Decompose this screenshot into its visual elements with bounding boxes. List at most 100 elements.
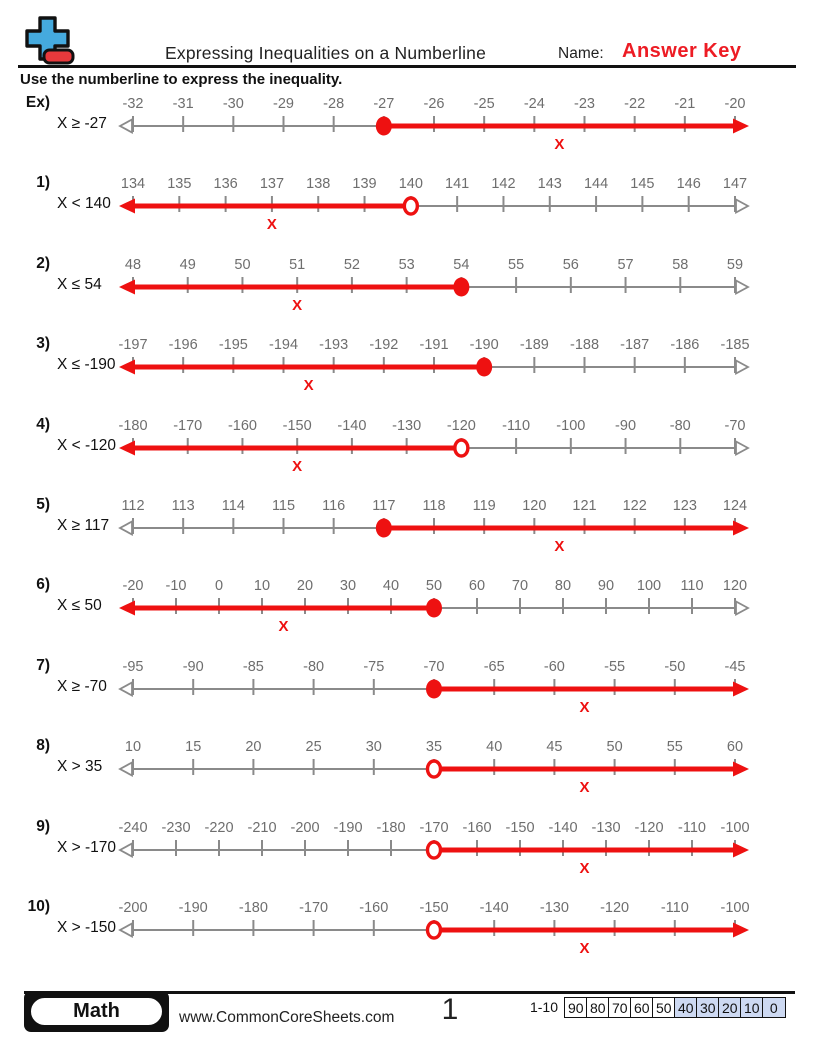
ray-arrow-icon — [733, 520, 749, 536]
tick-label: -200 — [118, 900, 147, 916]
tick-label: 50 — [426, 578, 442, 594]
ray-arrow-icon — [119, 279, 135, 295]
tick-label: -20 — [123, 578, 144, 594]
tick-label: 80 — [555, 578, 571, 594]
tick-label: 123 — [673, 498, 697, 514]
tick-label: -85 — [243, 659, 264, 675]
tick-label: -150 — [283, 418, 312, 434]
problem-left: 3) X ≤ -190 — [0, 333, 115, 413]
x-solution-mark: X — [554, 136, 564, 153]
score-table: 90 80 70 60 50 40 30 20 10 0 — [564, 997, 786, 1018]
tick-label: 122 — [623, 498, 647, 514]
tick-label: 49 — [180, 257, 196, 273]
tick-label: -160 — [228, 418, 257, 434]
boundary-point-closed — [426, 679, 442, 699]
inequality-answer: X ≥ 117 — [57, 516, 110, 534]
open-end-arrow-icon — [735, 198, 750, 215]
tick-label: 117 — [372, 498, 395, 514]
inequality-answer: X ≤ -190 — [57, 356, 116, 374]
ray-arrow-icon — [733, 761, 749, 777]
numberline: -95 -90 -85 -80 -75 -70 -65 -60 -55 -50 -45 X — [118, 659, 749, 716]
problem-row: 2) X ≤ 54 48 49 50 51 52 53 54 55 56 57 58 59 X — [0, 253, 816, 333]
x-solution-mark: X — [292, 458, 302, 475]
tick-label: -189 — [520, 337, 549, 353]
tick-label: -140 — [548, 820, 577, 836]
problem-row: 8) X > 35 10 15 20 25 30 35 40 45 50 55 60 X — [0, 735, 816, 815]
tick-label: 115 — [272, 498, 295, 514]
tick-label: 110 — [680, 578, 703, 594]
tick-label: -194 — [269, 337, 298, 353]
tick-label: 70 — [512, 578, 528, 594]
tick-label: -80 — [670, 418, 691, 434]
tick-label: -193 — [319, 337, 348, 353]
tick-label: -29 — [273, 96, 294, 112]
tick-label: -31 — [173, 96, 194, 112]
tick-label: -187 — [620, 337, 649, 353]
open-end-arrow-icon — [118, 519, 133, 536]
tick-label: 144 — [584, 176, 608, 192]
tick-label: -240 — [118, 820, 147, 836]
tick-label: 143 — [538, 176, 562, 192]
tick-label: -70 — [725, 418, 746, 434]
tick-label: 51 — [289, 257, 305, 273]
numberline: -180 -170 -160 -150 -140 -130 -120 -110 -100 -90 -… — [118, 418, 750, 475]
tick-label: 146 — [677, 176, 701, 192]
tick-label: 60 — [727, 739, 743, 755]
page-number: 1 — [441, 993, 459, 1026]
problem-row: 3) X ≤ -190 -197 -196 -195 -194 -193 -192 -191 -1… — [0, 333, 816, 413]
tick-label: -130 — [540, 900, 569, 916]
tick-label: -60 — [544, 659, 565, 675]
tick-label: -150 — [505, 820, 534, 836]
inequality-answer: X > -150 — [57, 918, 117, 936]
problem-left: 6) X ≤ 50 — [0, 574, 115, 654]
ray-arrow-icon — [733, 681, 749, 697]
tick-label: -65 — [484, 659, 505, 675]
website-text: www.CommonCoreSheets.com — [179, 1009, 395, 1026]
tick-label: -55 — [604, 659, 625, 675]
tick-label: -186 — [670, 337, 699, 353]
subject-label: Math — [29, 996, 164, 1027]
tick-label: -140 — [480, 900, 509, 916]
ticks: -197 -196 -195 -194 -193 -192 -191 -190 -189 -188… — [118, 337, 750, 374]
tick-label: -170 — [299, 900, 328, 916]
tick-label: 15 — [185, 739, 201, 755]
ray-arrow-icon — [733, 922, 749, 938]
x-solution-mark: X — [579, 860, 589, 877]
minus-icon — [42, 48, 75, 65]
ticks: -95 -90 -85 -80 -75 -70 -65 -60 -55 -50 -45 — [123, 659, 745, 695]
score-range-label: 1-10 — [529, 999, 558, 1015]
tick-label: 135 — [167, 176, 191, 192]
open-end-arrow-icon — [118, 841, 133, 858]
x-solution-mark: X — [267, 216, 277, 233]
tick-label: 145 — [630, 176, 654, 192]
open-end-arrow-icon — [735, 439, 750, 456]
tick-label: 90 — [598, 578, 614, 594]
boundary-point-open — [425, 759, 443, 779]
tick-label: -197 — [118, 337, 147, 353]
problem-number: 7) — [36, 656, 50, 674]
tick-label: -32 — [123, 96, 144, 112]
tick-label: 113 — [172, 498, 195, 514]
tick-label: 50 — [607, 739, 623, 755]
tick-label: 10 — [254, 578, 270, 594]
tick-label: 116 — [322, 498, 345, 514]
tick-label: 53 — [399, 257, 415, 273]
numberline: -200 -190 -180 -170 -160 -150 -140 -130 -120 -110… — [118, 900, 750, 957]
tick-label: 118 — [422, 498, 445, 514]
boundary-point-closed — [375, 518, 392, 538]
numberline: -197 -196 -195 -194 -193 -192 -191 -190 -189 -188… — [118, 337, 750, 394]
tick-label: 55 — [508, 257, 524, 273]
footer: Math www.CommonCoreSheets.com 1 1-10 90 8… — [0, 991, 816, 1053]
problem-number: 3) — [36, 335, 50, 353]
open-end-arrow-icon — [735, 359, 750, 376]
problem-left: 7) X ≥ -70 — [0, 655, 115, 735]
tick-label: 141 — [445, 176, 469, 192]
inequality-answer: X ≥ -27 — [57, 115, 107, 132]
ticks: -240 -230 -220 -210 -200 -190 -180 -170 -160 -150… — [118, 820, 750, 856]
inequality-answer: X < -120 — [57, 436, 117, 454]
problem-number: 9) — [36, 817, 50, 835]
tick-label: -26 — [424, 96, 445, 112]
tick-label: -80 — [303, 659, 324, 675]
tick-label: -24 — [524, 96, 545, 112]
tick-label: 40 — [486, 739, 502, 755]
